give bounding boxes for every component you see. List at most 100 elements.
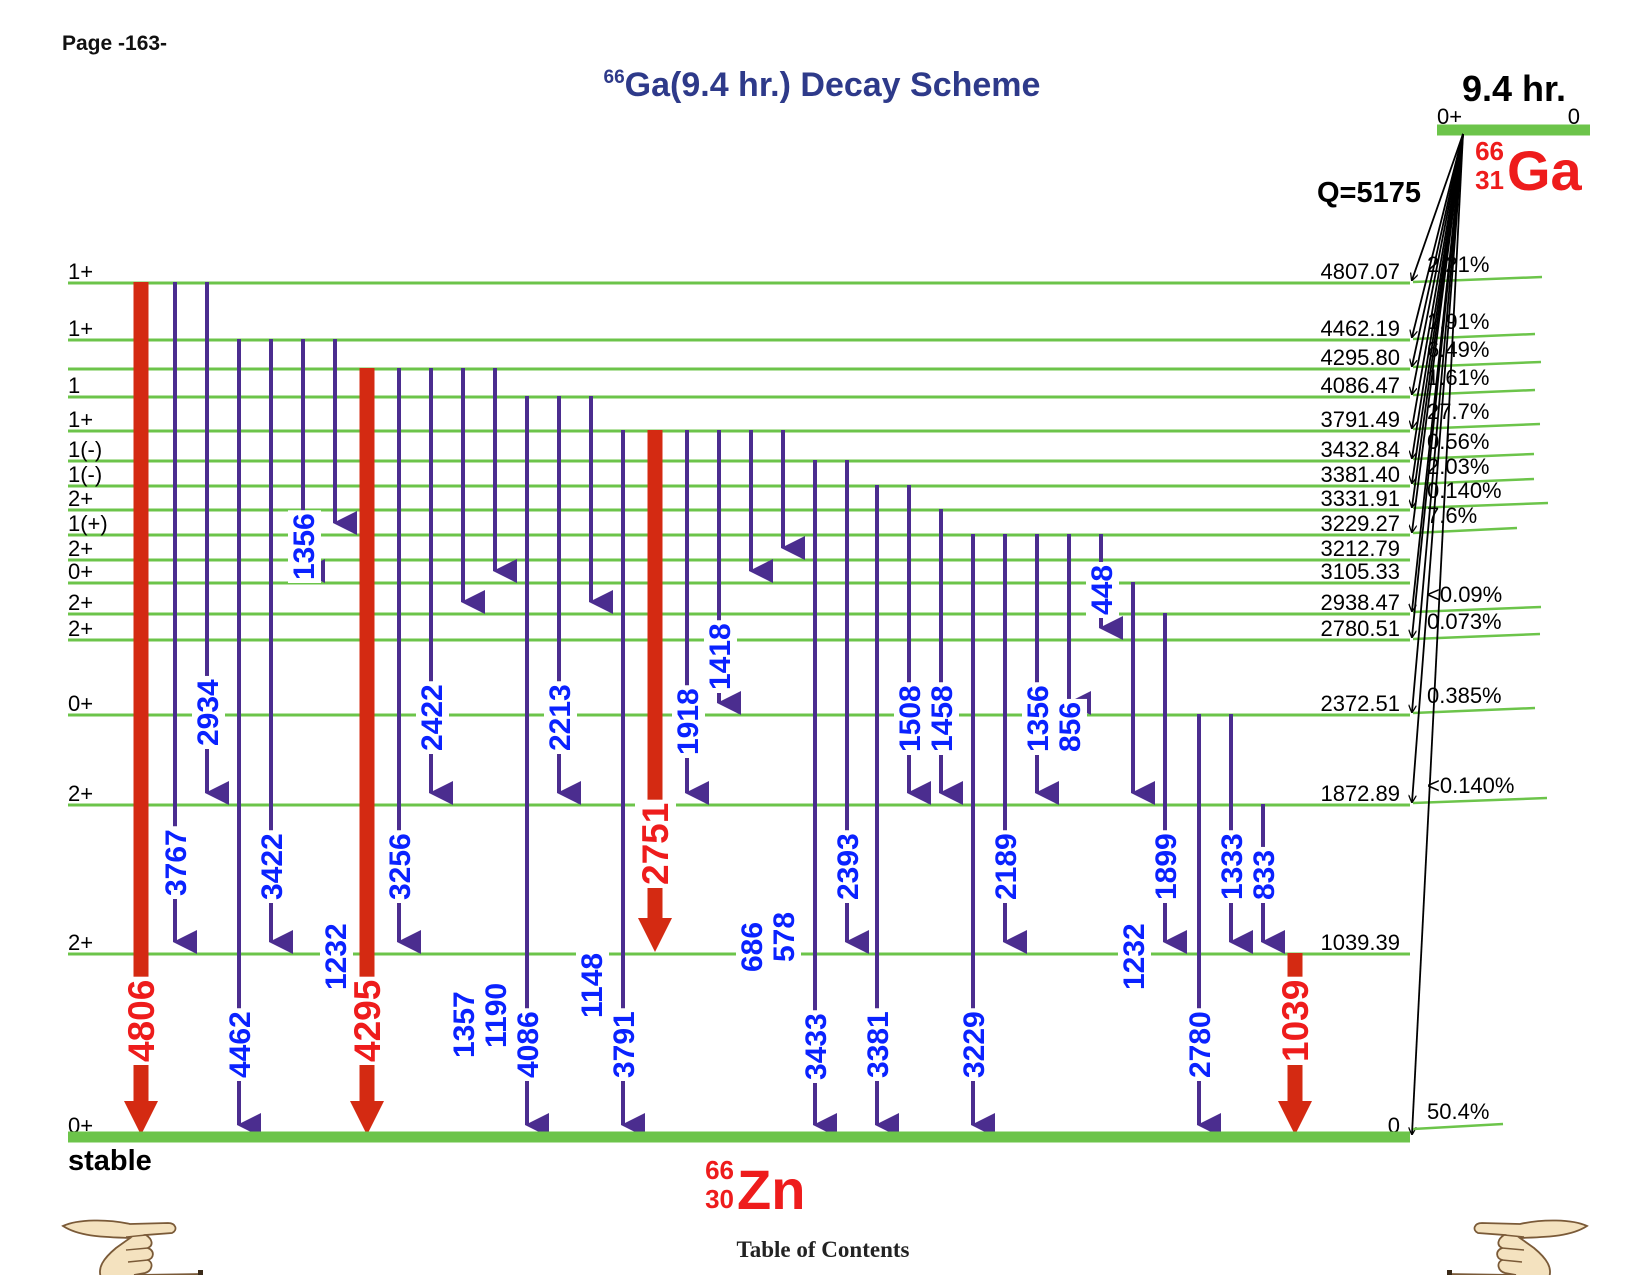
- gamma-energy-label: 3422: [256, 833, 289, 900]
- beta-branch-line: [1412, 275, 1543, 284]
- level-energy-label: 3229.27: [1320, 511, 1400, 536]
- beta-branch-line: [1412, 422, 1541, 431]
- level-energy-label: 2372.51: [1320, 691, 1400, 716]
- level-spin-label: 0+: [68, 691, 93, 716]
- gamma-label-background: [990, 830, 1023, 903]
- gamma-label-background: [1054, 698, 1087, 755]
- gamma-energy-label: 1190: [480, 983, 513, 1048]
- level-energy-label: 2938.47: [1320, 590, 1400, 615]
- gamma-energy-label: 1232: [1118, 923, 1151, 990]
- gamma-856: 856: [1054, 534, 1091, 755]
- gamma-3433: 3433: [800, 460, 837, 1137]
- gamma-448: 448: [1086, 534, 1123, 640]
- gamma-3256: 3256: [384, 368, 421, 954]
- gamma-1918: 1918: [672, 430, 709, 805]
- level-energy-label: 4086.47: [1320, 373, 1400, 398]
- gamma-energy-label: 4806: [121, 980, 162, 1062]
- table-of-contents-link[interactable]: Table of Contents: [737, 1237, 910, 1262]
- gamma-arrow-shaft: [133, 282, 149, 1103]
- gamma-label-background: [1184, 1008, 1217, 1081]
- beta-feed-line: [1412, 133, 1464, 802]
- gamma-label-background: [448, 988, 481, 1061]
- gamma-label-background: [736, 918, 769, 975]
- gamma-1458: 1458: [926, 509, 963, 805]
- gamma-label-background: [544, 681, 577, 754]
- parent-atomic-number: 31: [1475, 165, 1504, 195]
- level-spin-label: 2+: [68, 930, 93, 955]
- gamma-label-background: [635, 799, 676, 888]
- gamma-3791: 3791: [608, 430, 645, 1137]
- gamma-energy-label: 3791: [608, 1011, 641, 1078]
- beta-branch-line: [1412, 526, 1518, 535]
- beta-branch-line: [1412, 501, 1549, 510]
- gamma-4462: 4462: [224, 339, 261, 1137]
- gamma-energy-label: 3381: [862, 1011, 895, 1078]
- title-mass-number: 66: [604, 67, 625, 88]
- gamma-energy-label: 2751: [635, 803, 676, 885]
- beta-feed-line: [1412, 133, 1464, 532]
- gamma-3229: 3229: [958, 534, 995, 1137]
- gamma-label-background: [608, 1008, 641, 1081]
- gamma-1190: 1190: [480, 368, 517, 1051]
- level-spin-label: 1: [68, 373, 80, 398]
- level-energy-label: 1039.39: [1320, 930, 1400, 955]
- gamma-label-background: [480, 979, 513, 1051]
- beta-feed-line: [1412, 133, 1464, 712]
- energy-levels: 1+ 4807.07 1+ 4462.19 4295.80 1 4086.47 1+ 3791.…: [68, 259, 1410, 1138]
- gamma-label-background: [862, 1008, 895, 1081]
- daughter-symbol: Zn: [737, 1158, 805, 1221]
- gamma-1039: 1039: [1275, 953, 1316, 1135]
- gamma-1148: 1148: [576, 396, 613, 1021]
- gamma-3422: 3422: [256, 339, 293, 954]
- beta-feed-line: [1412, 133, 1464, 394]
- gamma-1356: 1356: [1022, 534, 1059, 805]
- gamma-label-background: [288, 510, 321, 583]
- gamma-label-background: [1150, 830, 1183, 903]
- gamma-energy-label: 3767: [160, 829, 193, 896]
- beta-feed-line: [1412, 133, 1464, 280]
- gamma-1333: 1333: [1216, 714, 1253, 954]
- gamma-energy-label: 2780: [1184, 1011, 1217, 1078]
- gamma-1899: 1899: [1150, 613, 1187, 954]
- gamma-2780: 2780: [1184, 714, 1221, 1137]
- gamma-label-background: [1248, 846, 1281, 903]
- hand-pointing-left-icon[interactable]: [61, 1219, 203, 1275]
- gamma-energy-label: 1333: [1216, 833, 1249, 900]
- beta-branch-line: [1412, 632, 1541, 641]
- beta-branch-line: [1412, 796, 1548, 805]
- gamma-label-background: [512, 1008, 545, 1081]
- diagram-title: 66Ga(9.4 hr.) Decay Scheme: [604, 66, 1041, 104]
- beta-branch-line: [1412, 452, 1535, 461]
- gamma-2189: 2189: [990, 534, 1027, 954]
- gamma-energy-label: 3256: [384, 833, 417, 900]
- gamma-energy-label: 1357: [448, 991, 481, 1058]
- daughter-atomic-number: 30: [705, 1184, 734, 1214]
- beta-branch-line: [1412, 388, 1536, 397]
- page-label: Page -163-: [62, 32, 167, 55]
- level-spin-label: 1(+): [68, 511, 108, 536]
- gamma-2934: 2934: [192, 282, 229, 805]
- level-energy-label: 1872.89: [1320, 781, 1400, 806]
- level-spin-label: 1+: [68, 407, 93, 432]
- gamma-label-background: [768, 908, 801, 965]
- beta-branch-label: <0.140%: [1427, 773, 1514, 798]
- gamma-arrow-head: [124, 1101, 158, 1135]
- level-spin-label: 2+: [68, 536, 93, 561]
- gamma-2422: 2422: [416, 368, 453, 805]
- parent-half-life: 9.4 hr.: [1462, 68, 1566, 109]
- beta-feed-line: [1412, 133, 1464, 637]
- level-energy-label: 4807.07: [1320, 259, 1400, 284]
- gamma-label-background: [416, 681, 449, 754]
- gamma-energy-label: 1899: [1150, 833, 1183, 900]
- gamma-4086: 4086: [512, 396, 549, 1137]
- level-energy-label: 3105.33: [1320, 559, 1400, 584]
- level-energy-label: 3432.84: [1320, 437, 1400, 462]
- gamma-transitions: 4806376729344462342213561232429532562422…: [121, 282, 1316, 1137]
- level-spin-label: 2+: [68, 616, 93, 641]
- beta-branch-line: [1412, 477, 1535, 486]
- gamma-energy-label: 1356: [288, 513, 321, 580]
- level-spin-label: 1(-): [68, 437, 102, 462]
- gamma-label-background: [1086, 561, 1119, 618]
- hand-pointing-right-icon[interactable]: [1447, 1219, 1589, 1275]
